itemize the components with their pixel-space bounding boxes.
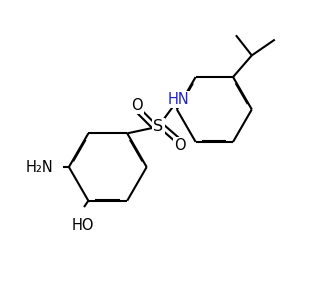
Text: O: O: [174, 138, 186, 153]
Text: S: S: [153, 119, 163, 134]
Text: HO: HO: [71, 218, 94, 233]
Text: O: O: [131, 98, 142, 113]
Text: H₂N: H₂N: [25, 160, 53, 175]
Text: HN: HN: [167, 92, 189, 107]
Text: H₂N: H₂N: [25, 160, 53, 175]
Text: HO: HO: [71, 218, 94, 233]
